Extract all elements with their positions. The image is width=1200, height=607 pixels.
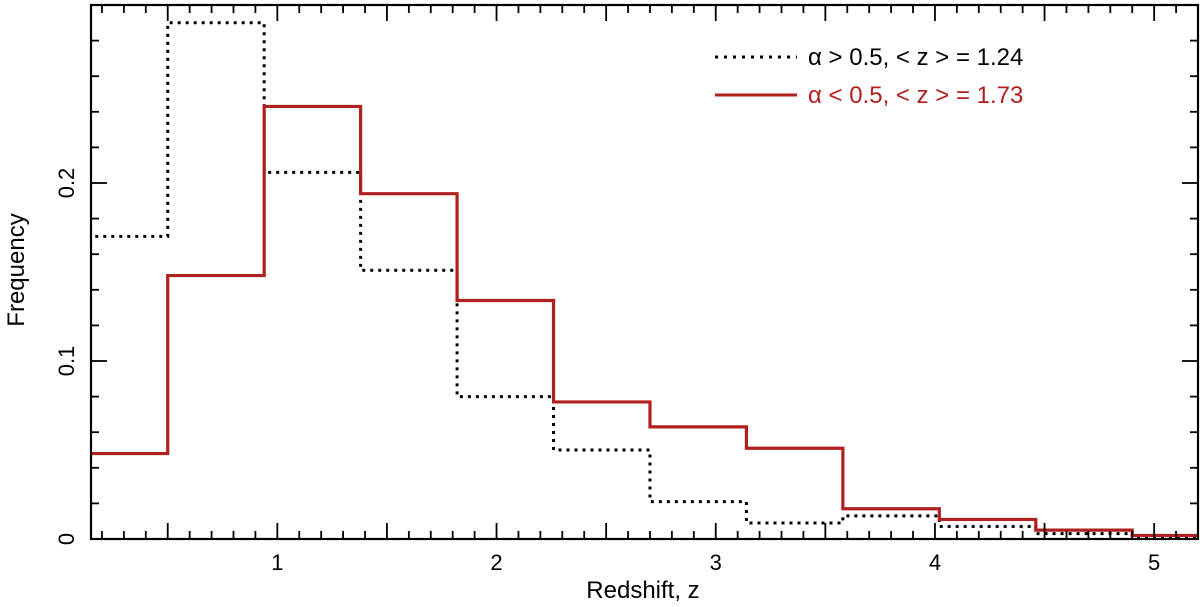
y-tick-label: 0.1 [54,346,79,377]
plot-border [89,3,1200,541]
y-axis-label: Frequency [3,213,30,326]
y-tick-label: 0.2 [54,168,79,199]
x-axis-label: Redshift, z [586,577,699,604]
series-line-1 [91,21,1198,539]
series-line-2 [91,104,1198,538]
plot-frame [89,3,1200,541]
tick-labels: 1 2 3 4 5 0 0.1 0.2 [54,168,1160,575]
series-layer [91,21,1198,539]
x-tick-label: 5 [1148,550,1160,575]
legend-label-1: α > 0.5, < z > = 1.24 [808,44,1023,71]
legend-label-2: α < 0.5, < z > = 1.73 [808,82,1023,109]
y-tick-label: 0 [54,533,79,545]
x-tick-label: 4 [929,550,941,575]
x-tick-label: 1 [271,550,283,575]
legend: α > 0.5, < z > = 1.24 α < 0.5, < z > = 1.… [715,44,1023,109]
x-tick-label: 2 [490,550,502,575]
x-tick-label: 3 [710,550,722,575]
axis-ticks [91,4,1199,540]
